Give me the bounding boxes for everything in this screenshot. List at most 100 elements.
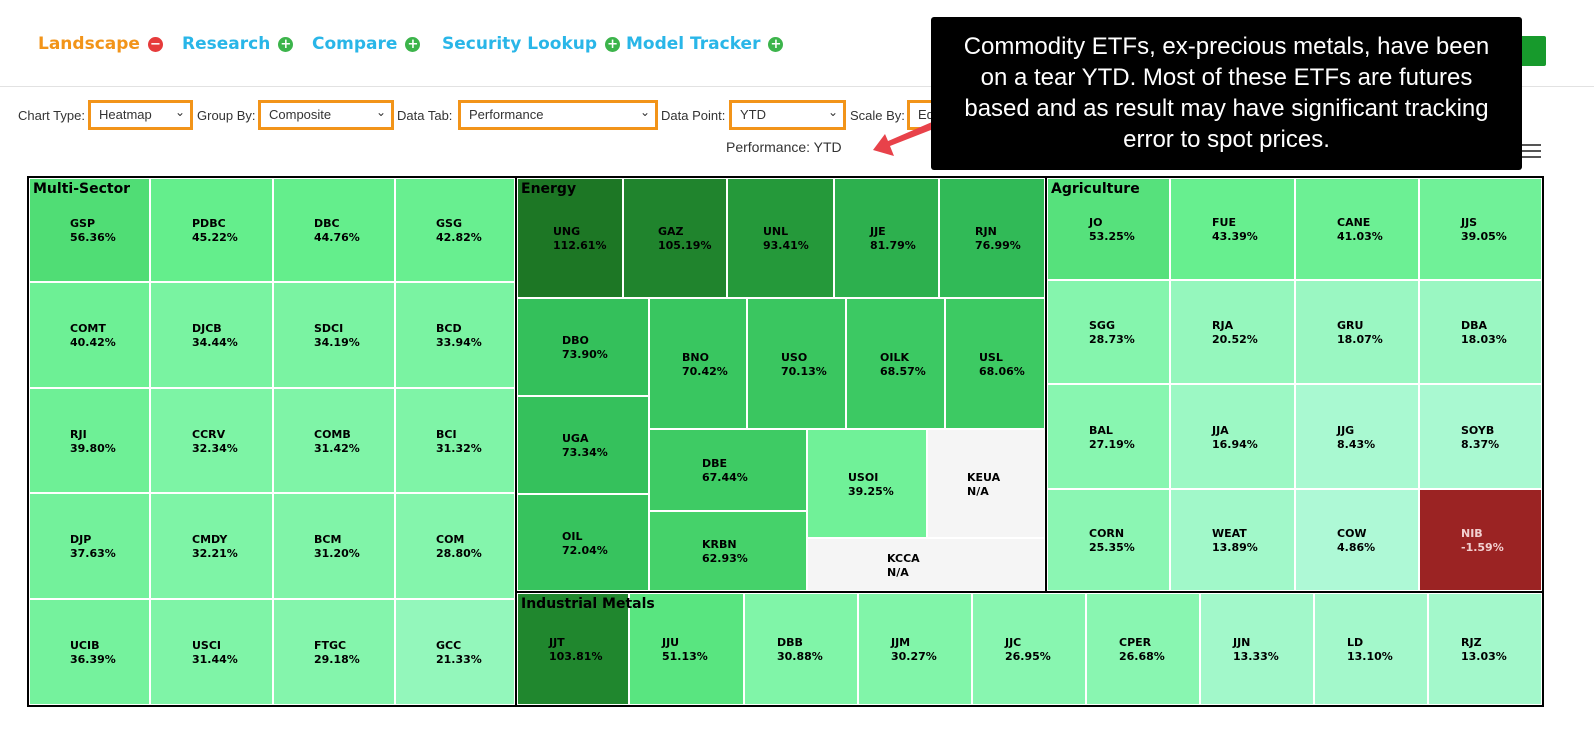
heatmap-cell-jjg[interactable]: JJG 8.43%: [1295, 384, 1419, 489]
heatmap-cell-bal[interactable]: BAL 27.19%: [1047, 384, 1170, 489]
heatmap-cell-dbb[interactable]: DBB 30.88%: [744, 593, 858, 705]
heatmap-cell-bcm[interactable]: BCM 31.20%: [273, 493, 395, 599]
cell-ticker: UNL: [763, 225, 789, 238]
heatmap-cell-cow[interactable]: COW 4.86%: [1295, 489, 1419, 591]
heatmap-cell-jju[interactable]: JJU 51.13%: [629, 593, 744, 705]
heatmap-cell-rjz[interactable]: RJZ 13.03%: [1428, 593, 1542, 705]
heatmap-cell-uso[interactable]: USO 70.13%: [747, 298, 846, 429]
heatmap-cell-weat[interactable]: WEAT 13.89%: [1170, 489, 1295, 591]
heatmap-cell-jja[interactable]: JJA 16.94%: [1170, 384, 1295, 489]
heatmap-cell-ccrv[interactable]: CCRV 32.34%: [150, 388, 273, 493]
cell-value: 28.73%: [1089, 333, 1135, 346]
nav-label: Model Tracker: [626, 34, 761, 54]
nav-security-lookup[interactable]: Security Lookup +: [442, 34, 621, 54]
heatmap-cell-jo[interactable]: JO 53.25%: [1047, 178, 1170, 280]
heatmap-cell-djp[interactable]: DJP 37.63%: [29, 493, 150, 599]
heatmap-cell-cper[interactable]: CPER 26.68%: [1086, 593, 1200, 705]
heatmap-cell-ld[interactable]: LD 13.10%: [1314, 593, 1428, 705]
heatmap-cell-unl[interactable]: UNL 93.41%: [727, 178, 834, 298]
heatmap-cell-com[interactable]: COM 28.80%: [395, 493, 515, 599]
menu-icon[interactable]: [1522, 144, 1541, 162]
plus-circle-icon[interactable]: +: [605, 36, 621, 52]
heatmap-cell-gcc[interactable]: GCC 21.33%: [395, 599, 515, 705]
heatmap-cell-usci[interactable]: USCI 31.44%: [150, 599, 273, 705]
cell-value: 43.39%: [1212, 230, 1258, 243]
plus-circle-icon[interactable]: +: [278, 36, 294, 52]
cell-value: 31.20%: [314, 547, 360, 560]
heatmap-cell-jjc[interactable]: JJC 26.95%: [972, 593, 1086, 705]
cell-value: 68.57%: [880, 365, 926, 378]
cell-value: 70.42%: [682, 365, 728, 378]
heatmap-cell-oil[interactable]: OIL 72.04%: [517, 494, 649, 591]
cell-value: 36.39%: [70, 653, 116, 666]
heatmap-cell-comt[interactable]: COMT 40.42%: [29, 282, 150, 388]
heatmap-cell-corn[interactable]: CORN 25.35%: [1047, 489, 1170, 591]
heatmap-cell-jjn[interactable]: JJN 13.33%: [1200, 593, 1314, 705]
heatmap-cell-rji[interactable]: RJI 39.80%: [29, 388, 150, 493]
nav-model-tracker[interactable]: Model Tracker +: [626, 34, 784, 54]
heatmap-cell-djcb[interactable]: DJCB 34.44%: [150, 282, 273, 388]
heatmap-cell-fue[interactable]: FUE 43.39%: [1170, 178, 1295, 280]
heatmap-cell-cane[interactable]: CANE 41.03%: [1295, 178, 1419, 280]
heatmap-cell-nib[interactable]: NIB -1.59%: [1419, 489, 1542, 591]
heatmap-cell-dbo[interactable]: DBO 73.90%: [517, 298, 649, 396]
heatmap-cell-ucib[interactable]: UCIB 36.39%: [29, 599, 150, 705]
heatmap-cell-dbe[interactable]: DBE 67.44%: [649, 429, 807, 511]
heatmap-cell-ftgc[interactable]: FTGC 29.18%: [273, 599, 395, 705]
heatmap-cell-gsp[interactable]: GSP 56.36%: [29, 178, 150, 282]
chart-type-select[interactable]: Heatmap ⌄: [88, 100, 193, 130]
heatmap-cell-bcd[interactable]: BCD 33.94%: [395, 282, 515, 388]
heatmap-cell-jjm[interactable]: JJM 30.27%: [858, 593, 972, 705]
heatmap-cell-krbn[interactable]: KRBN 62.93%: [649, 511, 807, 591]
data-point-label: Data Point:: [661, 108, 726, 123]
heatmap-cell-dba[interactable]: DBA 18.03%: [1419, 280, 1542, 384]
plus-circle-icon[interactable]: +: [768, 36, 784, 52]
data-point-select[interactable]: YTD ⌄: [729, 100, 846, 130]
plus-circle-icon[interactable]: +: [405, 36, 421, 52]
minus-circle-icon[interactable]: −: [147, 36, 163, 52]
heatmap-cell-soyb[interactable]: SOYB 8.37%: [1419, 384, 1542, 489]
heatmap-cell-usl[interactable]: USL 68.06%: [945, 298, 1045, 429]
cell-value: 31.44%: [192, 653, 238, 666]
nav-landscape[interactable]: Landscape −: [38, 34, 163, 54]
cell-ticker: RJA: [1212, 319, 1234, 332]
heatmap-cell-ung[interactable]: UNG 112.61%: [517, 178, 623, 298]
heatmap-cell-uga[interactable]: UGA 73.34%: [517, 396, 649, 494]
cell-value: 39.25%: [848, 485, 894, 498]
heatmap-cell-cmdy[interactable]: CMDY 32.21%: [150, 493, 273, 599]
heatmap-cell-bno[interactable]: BNO 70.42%: [649, 298, 747, 429]
heatmap-cell-kcca[interactable]: KCCA N/A: [807, 538, 1045, 591]
cell-ticker: GSG: [436, 217, 462, 230]
heatmap-cell-gsg[interactable]: GSG 42.82%: [395, 178, 515, 282]
heatmap-cell-gru[interactable]: GRU 18.07%: [1295, 280, 1419, 384]
sector-label: Industrial Metals: [521, 596, 655, 612]
cell-value: 30.27%: [891, 650, 937, 663]
cell-ticker: CCRV: [192, 428, 226, 441]
heatmap-cell-jjs[interactable]: JJS 39.05%: [1419, 178, 1542, 280]
heatmap-cell-pdbc[interactable]: PDBC 45.22%: [150, 178, 273, 282]
heatmap-cell-rja[interactable]: RJA 20.52%: [1170, 280, 1295, 384]
heatmap-cell-keua[interactable]: KEUA N/A: [927, 429, 1045, 538]
heatmap-cell-comb[interactable]: COMB 31.42%: [273, 388, 395, 493]
heatmap-cell-oilk[interactable]: OILK 68.57%: [846, 298, 945, 429]
cell-value: 76.99%: [975, 239, 1021, 252]
cell-value: 13.33%: [1233, 650, 1279, 663]
heatmap-cell-rjn[interactable]: RJN 76.99%: [939, 178, 1045, 298]
scale-by-label: Scale By:: [850, 108, 905, 123]
group-by-select[interactable]: Composite ⌄: [258, 100, 394, 130]
heatmap-cell-jjt[interactable]: JJT 103.81%: [517, 593, 629, 705]
heatmap-cell-jje[interactable]: JJE 81.79%: [834, 178, 939, 298]
nav-compare[interactable]: Compare +: [312, 34, 421, 54]
cell-value: 33.94%: [436, 336, 482, 349]
nav-research[interactable]: Research +: [182, 34, 294, 54]
cell-ticker: BAL: [1089, 424, 1113, 437]
heatmap-cell-bci[interactable]: BCI 31.32%: [395, 388, 515, 493]
heatmap-cell-usoi[interactable]: USOI 39.25%: [807, 429, 927, 538]
heatmap-cell-dbc[interactable]: DBC 44.76%: [273, 178, 395, 282]
heatmap-cell-sgg[interactable]: SGG 28.73%: [1047, 280, 1170, 384]
cell-value: 18.03%: [1461, 333, 1507, 346]
cell-value: 18.07%: [1337, 333, 1383, 346]
data-tab-select[interactable]: Performance ⌄: [458, 100, 658, 130]
heatmap-cell-gaz[interactable]: GAZ 105.19%: [623, 178, 727, 298]
heatmap-cell-sdci[interactable]: SDCI 34.19%: [273, 282, 395, 388]
